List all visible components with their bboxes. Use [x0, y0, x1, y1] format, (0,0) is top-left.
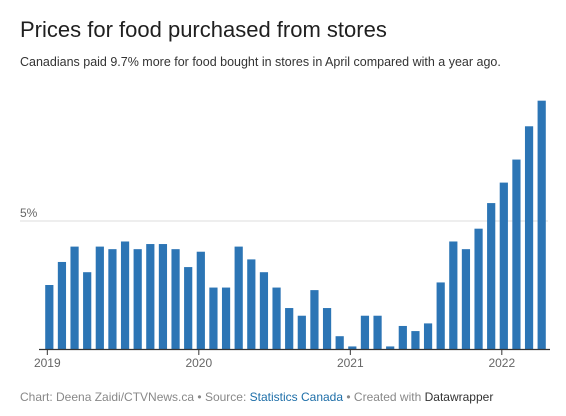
bar-2019-12 — [184, 267, 193, 349]
bar-2019-11 — [171, 249, 180, 349]
bar-2021-12 — [487, 203, 496, 349]
bar-2019-01 — [45, 285, 54, 349]
bar-2021-11 — [474, 228, 483, 349]
bar-2021-01 — [348, 346, 357, 349]
bar-2021-02 — [360, 315, 370, 349]
bar-2020-09 — [297, 315, 306, 349]
chart-footer: Chart: Deena Zaidi/CTVNews.ca • Source: … — [20, 389, 493, 405]
bar-2021-07 — [423, 323, 433, 349]
bar-2021-08 — [436, 282, 445, 349]
bar-2022-04 — [537, 100, 546, 350]
y-tick-labels: 5% — [20, 206, 38, 220]
bar-2019-04 — [83, 272, 92, 349]
bar-2022-03 — [524, 126, 534, 349]
x-tick-label: 2022 — [488, 356, 515, 370]
bar-2021-10 — [461, 249, 471, 349]
bar-2021-06 — [411, 331, 420, 349]
footer-created-prefix: • Created with — [343, 390, 425, 404]
bar-2021-03 — [373, 315, 382, 349]
x-tick-label: 2019 — [34, 356, 61, 370]
bar-2020-11 — [322, 308, 332, 349]
y-tick-label: 5% — [20, 206, 38, 220]
x-tick-label: 2021 — [337, 356, 364, 370]
chart-title: Prices for food purchased from stores — [20, 17, 387, 42]
bar-2020-03 — [221, 287, 231, 349]
bar-2020-05 — [247, 259, 256, 349]
bar-2019-10 — [158, 244, 168, 349]
bar-2019-02 — [57, 261, 67, 349]
bar-2019-09 — [146, 244, 155, 349]
bar-2022-02 — [512, 159, 521, 349]
footer-chart-author: Deena Zaidi/CTVNews.ca — [56, 390, 195, 404]
source-link[interactable]: Statistics Canada — [249, 390, 344, 404]
bar-2020-01 — [196, 251, 205, 349]
bar-2021-04 — [386, 346, 395, 349]
footer-chart-prefix: Chart: — [20, 390, 57, 404]
bar-2019-05 — [95, 246, 104, 349]
bar-2019-06 — [108, 249, 117, 349]
bar-2020-07 — [272, 287, 281, 349]
bar-2022-01 — [499, 182, 508, 349]
datawrapper-link[interactable]: Datawrapper — [424, 390, 494, 404]
x-axis: 2019 2020 2021 2022 — [34, 348, 550, 370]
bar-2020-12 — [335, 336, 344, 349]
bars — [45, 100, 546, 350]
bar-2021-05 — [398, 325, 407, 349]
bar-2020-02 — [209, 287, 218, 349]
bar-2020-04 — [234, 246, 243, 349]
bar-2019-07 — [120, 241, 130, 349]
bar-2020-06 — [259, 272, 269, 349]
bar-2019-08 — [133, 249, 142, 349]
bar-2020-08 — [285, 308, 294, 349]
chart-subtitle: Canadians paid 9.7% more for food bought… — [20, 55, 501, 69]
bar-2019-03 — [70, 246, 79, 349]
footer-source-prefix: • Source: — [194, 390, 250, 404]
bar-2020-10 — [310, 290, 319, 349]
x-tick-label: 2020 — [185, 356, 212, 370]
bar-2021-09 — [449, 241, 458, 349]
bar-chart: 2019 2020 2021 2022 5% — [20, 100, 550, 370]
